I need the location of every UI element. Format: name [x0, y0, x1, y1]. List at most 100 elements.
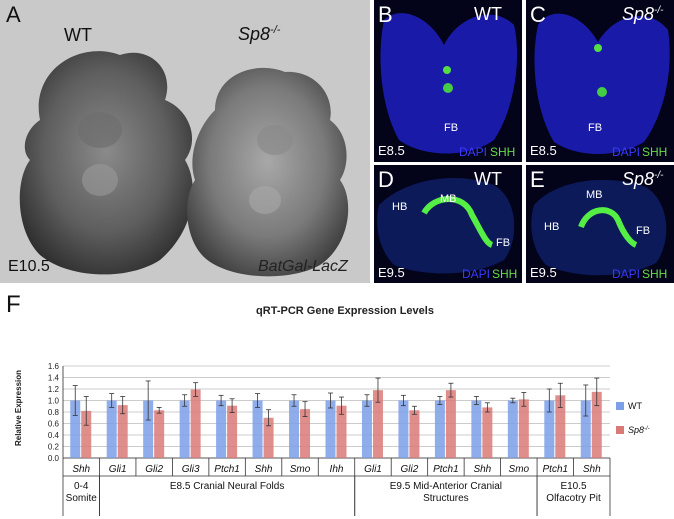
group-label: Olfacotry Pit [546, 493, 601, 504]
chart-title: qRT-PCR Gene Expression Levels [256, 305, 434, 317]
x-tick-label: Shh [255, 464, 273, 475]
panel-d-genotype: WT [474, 169, 502, 189]
x-tick-label: Shh [72, 464, 90, 475]
bar-mutant [445, 390, 456, 458]
x-tick-labels: Shh Gli1 Gli2 Gli3 Ptch1 Shh Smo Ihh Gli1 Gli2 Ptc… [62, 458, 611, 477]
bar-mutant [227, 405, 238, 458]
mutant-eye [257, 125, 293, 155]
panel-a-embryo-image: A WT Sp8-/- E10.5 BatGal-LacZ [0, 0, 370, 283]
x-tick-label: Smo [290, 464, 311, 475]
embryo-drawing [19, 51, 349, 277]
legend-swatch [616, 426, 624, 434]
x-tick-label: Ptch1 [214, 464, 240, 475]
panel-f-chart: F qRT-PCR Gene Expression Levels Relativ… [0, 283, 674, 519]
bar-mutant [154, 410, 165, 458]
bar-wt [289, 400, 300, 458]
panel-e-mb: MB [586, 189, 603, 201]
panel-b-stage: E8.5 [378, 143, 405, 158]
error-bars [72, 377, 600, 427]
bar-mutant [81, 410, 92, 458]
panel-d-shh: SHH [492, 267, 518, 281]
x-tick-label: Shh [473, 464, 491, 475]
panel-d-stage: E9.5 [378, 265, 405, 280]
bar-wt [143, 400, 154, 458]
group-label: E8.5 Cranial Neural Folds [170, 481, 285, 492]
bar-wt [252, 400, 263, 458]
y-tick-label: 0.2 [48, 443, 60, 452]
bar-mutant [372, 390, 383, 458]
panel-a-stage: E10.5 [8, 258, 50, 275]
x-tick-label: Ptch1 [543, 464, 569, 475]
reporter-label: BatGal-LacZ [258, 258, 348, 275]
bar-mutant [117, 405, 128, 458]
bar-mutant [555, 395, 566, 458]
panel-e-genotype: Sp8-/- [622, 169, 664, 189]
panel-e-stage: E9.5 [530, 265, 557, 280]
x-tick-label: Ihh [330, 464, 344, 475]
mutant-label: Sp8-/- [238, 24, 281, 44]
panel-c-genotype: Sp8-/- [622, 4, 664, 24]
panel-a-label: A [6, 2, 21, 27]
panel-c-shh: SHH [642, 145, 668, 159]
panel-e-hb: HB [544, 221, 560, 233]
panel-d-hb: HB [392, 201, 408, 213]
group-label: E9.5 Mid-Anterior Cranial [390, 481, 502, 492]
bar-wt [106, 400, 117, 458]
bar-wt [70, 400, 81, 458]
group-label: Somite [66, 493, 98, 504]
bar-mutant [300, 409, 311, 458]
panel-c-tissue [534, 13, 670, 154]
y-tick-label: 0.8 [48, 408, 60, 417]
wt-heart [82, 164, 118, 196]
panel-b-tissue [380, 13, 518, 154]
wt-label: WT [64, 25, 92, 45]
panel-b-shh: SHH [490, 145, 516, 159]
x-tick-label: Gli1 [364, 464, 382, 475]
x-tick-label: Smo [509, 464, 530, 475]
legend: WT Sp8-/- [616, 401, 650, 435]
panel-d-tissue [377, 177, 515, 274]
panel-c-fb: FB [588, 122, 603, 134]
wt-eye [78, 112, 122, 148]
mutant-embryo [187, 67, 349, 277]
panel-c-stage: E8.5 [530, 143, 557, 158]
bar-wt [580, 400, 591, 458]
group-label: Structures [423, 493, 469, 504]
x-tick-label: Gli2 [401, 464, 419, 475]
group-label: E10.5 [560, 481, 587, 492]
y-tick-label: 0.0 [48, 454, 60, 463]
panel-b-fb: FB [444, 122, 459, 134]
panel-b-label: B [378, 2, 393, 27]
bar-wt [544, 400, 555, 458]
bar-wt [361, 400, 372, 458]
panel-d-image: D WT HB MB FB E9.5 DAPI SHH [374, 165, 522, 283]
panel-d-label: D [378, 167, 394, 192]
x-tick-label: Shh [583, 464, 601, 475]
panel-d-fb: FB [496, 237, 511, 249]
panel-e-dapi: DAPI [612, 267, 641, 281]
y-tick-label: 0.6 [48, 420, 60, 429]
x-tick-label: Ptch1 [433, 464, 459, 475]
legend-label: Sp8-/- [628, 425, 650, 435]
legend-label: WT [628, 401, 642, 411]
x-tick-label: Gli2 [145, 464, 163, 475]
panel-e-tissue [531, 179, 667, 276]
bar-wt [507, 400, 518, 458]
y-tick-label: 0.4 [48, 431, 60, 440]
legend-swatch [616, 402, 624, 410]
panel-b-dapi: DAPI [459, 145, 488, 159]
bar-mutant [482, 407, 493, 458]
bar-mutant [409, 410, 420, 458]
y-axis-label: Relative Expression [14, 370, 23, 446]
panel-b-genotype: WT [474, 4, 502, 24]
panel-e-image: E Sp8-/- HB MB FB E9.5 DAPI SHH [526, 165, 674, 283]
y-tick-label: 1.0 [48, 397, 60, 406]
x-tick-label: Gli1 [109, 464, 127, 475]
mutant-heart [249, 186, 281, 214]
bar-mutant [591, 391, 602, 458]
panel-b-image: B WT FB E8.5 DAPI SHH [374, 0, 522, 162]
bar-wt [325, 400, 336, 458]
panel-c-dapi: DAPI [612, 145, 641, 159]
wt-embryo [19, 51, 193, 275]
y-tick-label: 1.6 [48, 362, 60, 371]
